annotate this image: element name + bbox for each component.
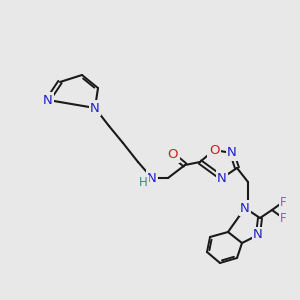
Text: F: F [280, 196, 286, 208]
Text: F: F [280, 212, 286, 224]
Text: O: O [209, 143, 219, 157]
Text: H: H [139, 176, 147, 190]
Text: N: N [90, 101, 100, 115]
Text: N: N [43, 94, 53, 106]
Text: N: N [253, 229, 263, 242]
Text: N: N [147, 172, 157, 184]
Text: O: O [168, 148, 178, 161]
Text: N: N [240, 202, 250, 214]
Text: N: N [217, 172, 227, 184]
Text: N: N [227, 146, 237, 160]
